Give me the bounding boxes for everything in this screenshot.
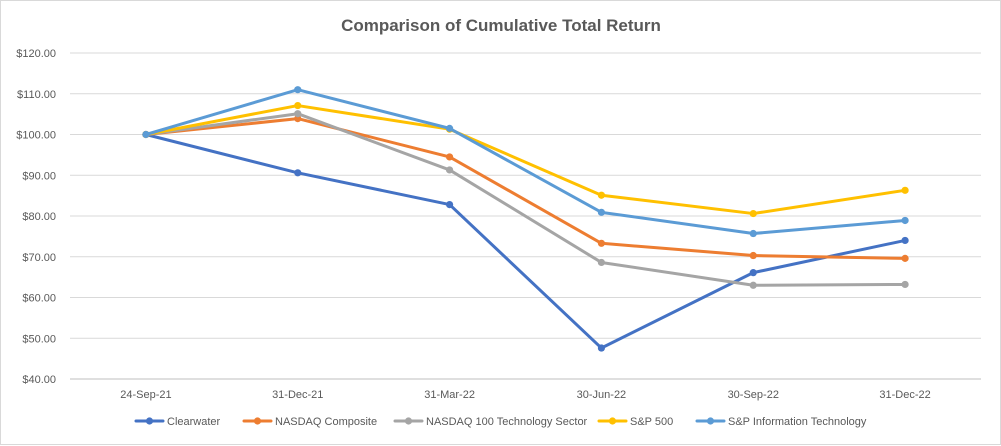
data-point xyxy=(901,216,909,225)
series-group xyxy=(142,115,909,262)
legend-label: NASDAQ 100 Technology Sector xyxy=(426,416,588,428)
series-line xyxy=(144,133,907,350)
y-axis: $40.00 $50.00 $60.00 $70.00 $80.00 $90.00 $100… xyxy=(16,48,56,386)
legend-label: S&P 500 xyxy=(630,416,673,428)
legend: Clearwater NASDAQ Composite NASDAQ 100 Tec… xyxy=(134,416,867,428)
y-tick-label: $60.00 xyxy=(22,293,56,305)
data-point xyxy=(597,191,606,199)
x-axis: 24-Sep-21 31-Dec-21 31-Mar-22 30-Jun-22 30-S… xyxy=(120,389,931,401)
data-point xyxy=(901,186,909,194)
data-point xyxy=(749,269,757,277)
data-point xyxy=(749,251,757,260)
data-point xyxy=(294,101,302,110)
x-tick-label: 30-Jun-22 xyxy=(577,389,627,401)
legend-item: S&P Information Technology xyxy=(695,416,867,428)
x-tick-label: 31-Dec-21 xyxy=(272,389,323,401)
chart-title: Comparison of Cumulative Total Return xyxy=(341,16,661,35)
data-point xyxy=(901,280,909,289)
legend-label: Clearwater xyxy=(167,416,221,428)
data-point xyxy=(749,209,757,218)
data-point xyxy=(749,281,757,289)
legend-item: NASDAQ Composite xyxy=(242,416,377,428)
legend-marker xyxy=(404,417,413,425)
y-tick-label: $100.00 xyxy=(16,130,56,142)
x-tick-label: 30-Sep-22 xyxy=(728,389,779,401)
series-lines xyxy=(142,86,909,352)
data-point xyxy=(901,254,909,262)
data-point xyxy=(445,200,454,209)
x-tick-label: 31-Dec-22 xyxy=(879,389,930,401)
y-tick-label: $40.00 xyxy=(22,374,56,386)
legend-item: NASDAQ 100 Technology Sector xyxy=(393,416,588,428)
data-point xyxy=(597,239,606,247)
data-point xyxy=(597,208,606,216)
series-line xyxy=(144,112,907,287)
series-line xyxy=(144,117,907,260)
y-tick-label: $110.00 xyxy=(17,89,56,101)
x-tick-label: 31-Mar-22 xyxy=(424,389,475,401)
legend-marker xyxy=(706,417,715,425)
data-point xyxy=(749,229,757,238)
y-tick-label: $90.00 xyxy=(22,170,56,182)
data-point xyxy=(294,86,302,94)
legend-marker xyxy=(145,417,154,425)
series-group xyxy=(142,130,909,352)
x-tick-label: 24-Sep-21 xyxy=(120,389,171,401)
data-point xyxy=(294,110,302,118)
series-line xyxy=(144,88,907,236)
y-tick-label: $80.00 xyxy=(22,211,56,223)
legend-item: S&P 500 xyxy=(597,416,673,428)
series-line xyxy=(144,104,907,216)
data-point xyxy=(445,153,454,161)
legend-marker xyxy=(253,417,262,425)
legend-marker xyxy=(608,417,617,425)
series-group xyxy=(142,86,909,238)
data-point xyxy=(445,124,454,132)
data-point xyxy=(445,166,454,174)
legend-label: NASDAQ Composite xyxy=(275,416,377,428)
data-point xyxy=(597,258,606,267)
y-tick-label: $50.00 xyxy=(22,333,56,345)
y-tick-label: $120.00 xyxy=(16,48,56,60)
data-point xyxy=(597,344,606,352)
legend-item: Clearwater xyxy=(134,416,221,428)
data-point xyxy=(294,169,302,177)
data-point xyxy=(901,236,909,245)
y-tick-label: $70.00 xyxy=(22,252,56,264)
legend-label: S&P Information Technology xyxy=(728,416,867,428)
data-point xyxy=(142,130,150,139)
